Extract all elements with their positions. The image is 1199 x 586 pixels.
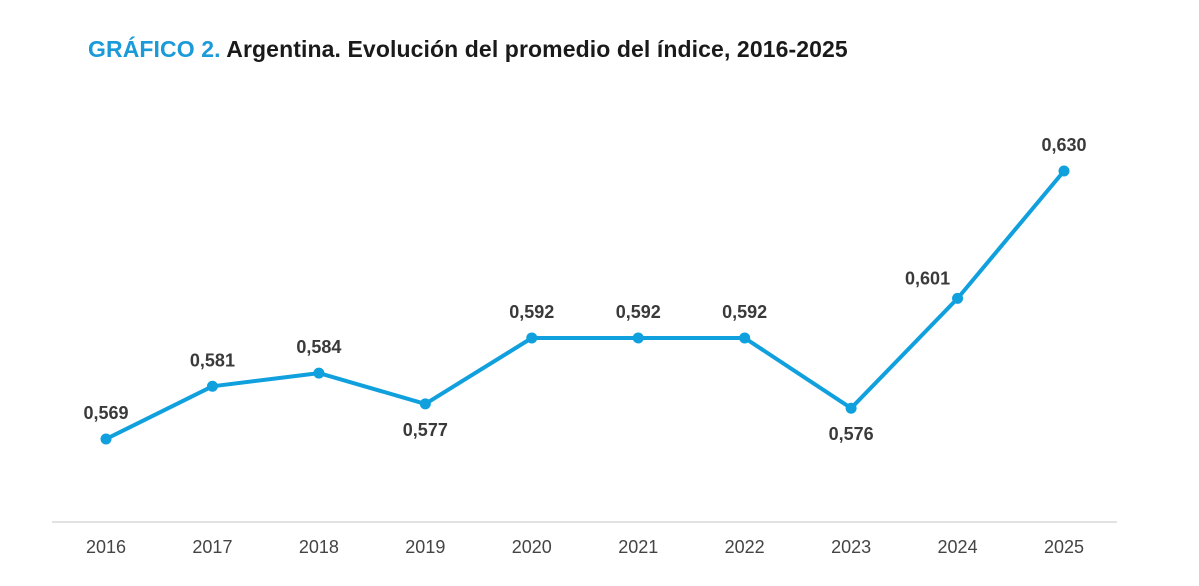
data-label-2019: 0,577	[403, 420, 448, 440]
data-label-2021: 0,592	[616, 302, 661, 322]
x-tick-2023: 2023	[831, 537, 871, 557]
chart-title-prefix: GRÁFICO 2.	[88, 36, 221, 62]
data-label-2016: 0,569	[83, 403, 128, 423]
data-label-2022: 0,592	[722, 302, 767, 322]
x-tick-2019: 2019	[405, 537, 445, 557]
chart-title: GRÁFICO 2. Argentina. Evolución del prom…	[88, 36, 848, 63]
x-tick-2018: 2018	[299, 537, 339, 557]
data-point-2018	[313, 367, 325, 379]
data-point-2020	[526, 332, 538, 344]
data-point-2023	[845, 402, 857, 414]
x-tick-2025: 2025	[1044, 537, 1084, 557]
data-point-2017	[206, 380, 218, 392]
x-tick-2022: 2022	[725, 537, 765, 557]
data-label-2024: 0,601	[905, 268, 950, 288]
data-label-2020: 0,592	[509, 302, 554, 322]
data-labels: 0,569 0,581 0,584 0,577 0,592 0,592 0,592 0,576…	[83, 135, 1086, 444]
data-point-2019	[419, 398, 431, 410]
data-point-2025	[1058, 165, 1070, 177]
series-line	[104, 169, 1066, 441]
data-point-2022	[739, 332, 751, 344]
data-label-2018: 0,584	[296, 337, 341, 357]
x-tick-2024: 2024	[938, 537, 978, 557]
data-point-2016	[100, 433, 112, 445]
data-label-2025: 0,630	[1041, 135, 1086, 155]
chart-title-text: Argentina. Evolución del promedio del ín…	[226, 36, 848, 62]
x-tick-2020: 2020	[512, 537, 552, 557]
data-label-2023: 0,576	[829, 424, 874, 444]
data-point-2021	[632, 332, 644, 344]
x-tick-2021: 2021	[618, 537, 658, 557]
x-tick-2016: 2016	[86, 537, 126, 557]
data-point-2024	[952, 292, 964, 304]
data-label-2017: 0,581	[190, 350, 235, 370]
x-tick-2017: 2017	[192, 537, 232, 557]
data-points	[100, 165, 1070, 445]
x-tick-labels: 2016 2017 2018 2019 2020 2021 2022 2023 2024 2025	[86, 537, 1084, 557]
